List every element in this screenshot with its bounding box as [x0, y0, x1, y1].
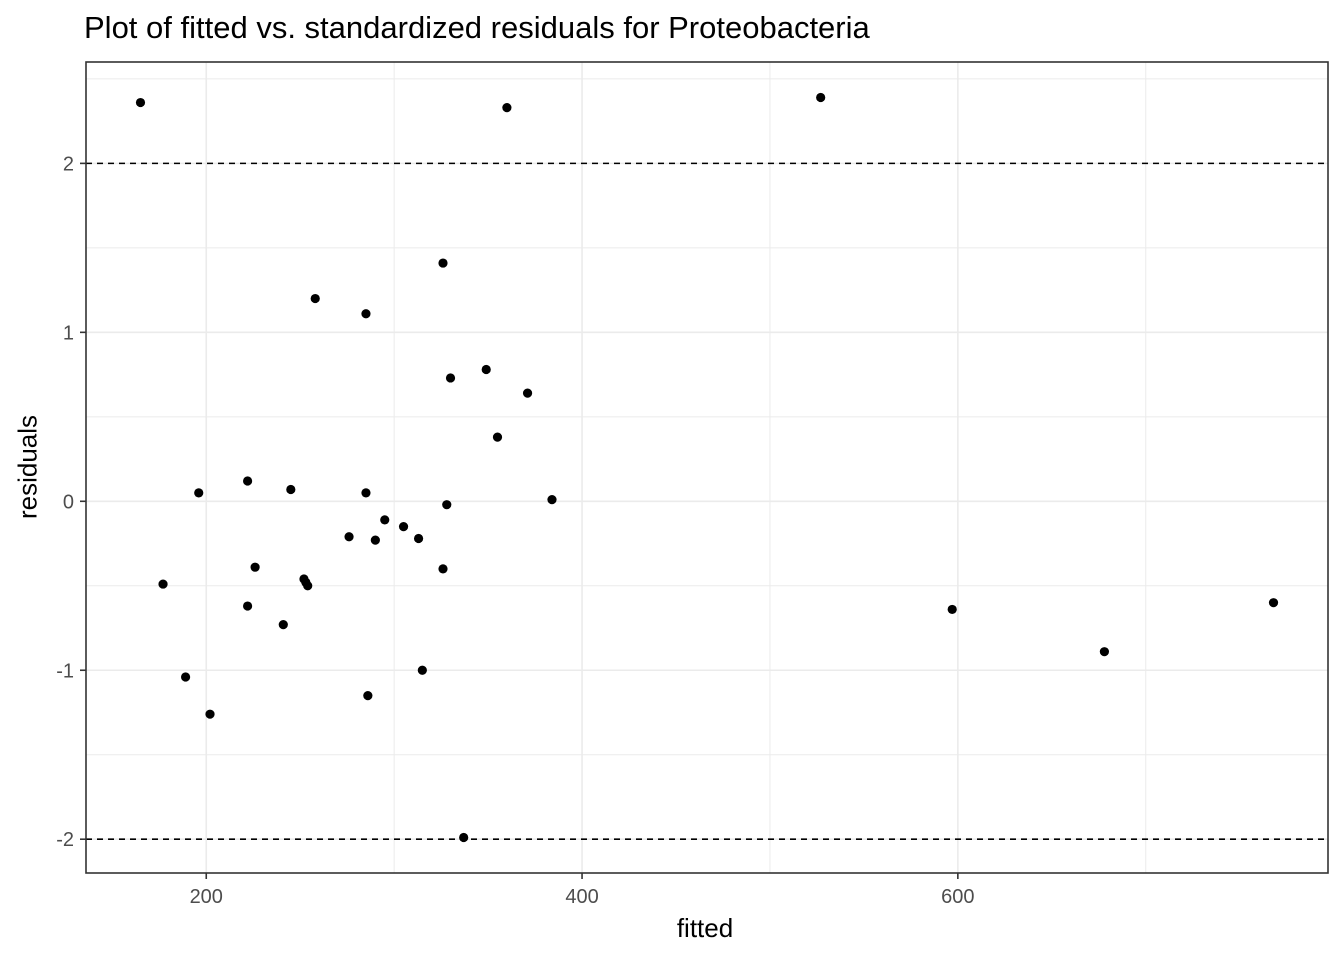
data-point	[361, 488, 371, 498]
data-point	[459, 832, 469, 843]
data-point	[438, 258, 448, 268]
y-tick-label: 1	[63, 322, 74, 344]
x-tick-label: 600	[941, 886, 974, 908]
data-point	[492, 432, 503, 442]
data-point	[947, 604, 957, 615]
data-point	[278, 620, 288, 630]
data-point	[194, 488, 204, 498]
data-point	[158, 579, 168, 589]
x-axis-label: fitted	[676, 913, 734, 943]
data-point	[442, 500, 452, 510]
data-point	[522, 388, 533, 398]
data-point	[361, 309, 371, 319]
data-point	[310, 293, 320, 304]
y-tick-label: 0	[63, 491, 74, 513]
y-tick-label: -2	[56, 829, 74, 851]
data-point	[816, 92, 826, 103]
data-point	[380, 515, 390, 525]
data-point	[180, 672, 191, 682]
data-points	[135, 92, 1279, 843]
data-point	[242, 601, 253, 611]
x-axis: 200 400 600	[190, 873, 975, 908]
data-point	[363, 690, 373, 701]
y-axis-label: residuals	[12, 414, 43, 520]
reference-lines	[86, 162, 1328, 841]
data-point	[547, 495, 557, 505]
data-point	[286, 484, 296, 495]
chart-title: Plot of fitted vs. standardized residual…	[84, 10, 870, 45]
y-tick-label: -1	[56, 660, 74, 682]
data-point	[1099, 647, 1110, 657]
x-tick-label: 200	[190, 886, 223, 908]
data-point	[205, 709, 215, 719]
data-point	[445, 373, 456, 383]
data-point	[481, 364, 491, 375]
data-point	[413, 533, 424, 544]
data-point	[438, 564, 448, 574]
data-point	[370, 535, 380, 545]
data-point	[135, 97, 146, 108]
y-axis: -2 -1 0 1 2	[56, 153, 86, 851]
data-point	[303, 581, 313, 591]
y-tick-label: 2	[63, 153, 74, 175]
data-point	[398, 522, 409, 532]
minor-gridlines	[86, 62, 1328, 873]
data-point	[417, 665, 427, 675]
major-gridlines	[86, 62, 1328, 873]
data-point	[250, 562, 260, 572]
data-point	[344, 532, 354, 542]
data-point	[242, 476, 253, 486]
panel-border	[85, 61, 1329, 874]
data-point	[502, 103, 512, 113]
data-point	[1268, 598, 1279, 608]
x-tick-label: 400	[565, 886, 598, 908]
